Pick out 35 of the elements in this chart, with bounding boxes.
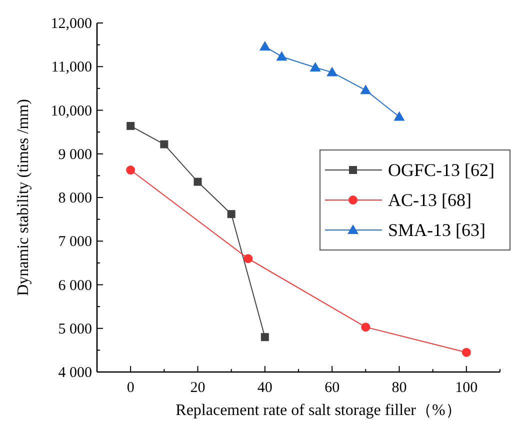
y-tick-label: 6 000 bbox=[58, 278, 92, 294]
point bbox=[126, 166, 136, 175]
point bbox=[360, 84, 372, 94]
y-tick-label: 12,000 bbox=[50, 16, 92, 32]
x-axis-title: Replacement rate of salt storage filler（%） bbox=[176, 402, 462, 419]
x-tick-label: 40 bbox=[257, 380, 272, 396]
legend-label: AC-13 [68] bbox=[388, 190, 472, 210]
y-tick-label: 11,000 bbox=[51, 60, 92, 76]
point bbox=[160, 140, 168, 148]
point bbox=[126, 122, 135, 130]
point bbox=[326, 66, 338, 76]
y-axis-title: Dynamic stability (times /mm) bbox=[15, 99, 32, 296]
y-tick-label: 10,000 bbox=[50, 103, 92, 120]
point bbox=[260, 333, 269, 342]
point bbox=[194, 178, 202, 186]
point bbox=[227, 210, 236, 218]
x-tick-label: 100 bbox=[455, 380, 478, 396]
legend-label: OGFC-13 [62] bbox=[388, 160, 494, 180]
point bbox=[462, 348, 471, 357]
x-tick-label: 60 bbox=[324, 380, 340, 396]
point bbox=[361, 322, 370, 332]
x-tick-label: 80 bbox=[392, 380, 407, 396]
x-tick-label: 20 bbox=[190, 380, 206, 396]
point bbox=[259, 41, 270, 51]
y-tick-label: 7 000 bbox=[58, 234, 92, 250]
x-tick-label: 0 bbox=[126, 380, 134, 396]
point bbox=[276, 51, 288, 61]
y-tick-label: 8 000 bbox=[58, 190, 92, 206]
y-tick-label: 9 000 bbox=[58, 146, 92, 163]
point bbox=[310, 62, 321, 72]
y-tick-label: 4 000 bbox=[58, 365, 92, 381]
y-tick-label: 5 000 bbox=[58, 321, 92, 338]
point bbox=[244, 254, 253, 264]
legend-label: SMA-13 [63] bbox=[388, 220, 486, 240]
point bbox=[394, 111, 405, 121]
